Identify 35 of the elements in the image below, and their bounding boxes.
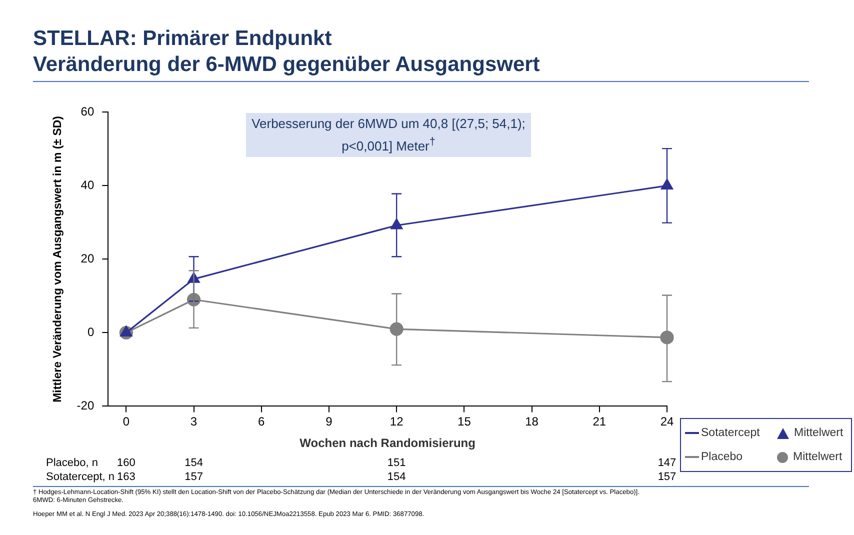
text: 157 xyxy=(656,471,678,483)
point xyxy=(390,322,404,336)
x-tick-label: 9 xyxy=(326,414,333,429)
text: 157 xyxy=(184,471,204,483)
text: 151 xyxy=(386,457,407,469)
y-tick-label: 60 xyxy=(80,104,94,119)
x-tick-label: 21 xyxy=(592,414,606,429)
text: 154 xyxy=(386,471,407,483)
text: Mittelwert xyxy=(793,451,842,463)
chart-title: STELLAR: Primärer Endpunkt xyxy=(33,26,333,52)
legend-label: Sotatercept xyxy=(701,427,761,439)
text: 147 xyxy=(656,457,678,469)
x-tick-label: 24 xyxy=(660,414,674,429)
x-tick-label: 18 xyxy=(525,414,539,429)
text: Mittelwert xyxy=(794,427,844,439)
y-tick-label: 0 xyxy=(87,325,94,340)
x-axis-title: Wochen nach Randomisierung xyxy=(300,436,476,450)
text: Placebo, n xyxy=(46,457,98,469)
x-tick-label: 6 xyxy=(258,414,266,429)
text: Sotatercept, n xyxy=(46,471,114,483)
chart-subtitle: Veränderung der 6-MWD gegenüber Ausgangswert xyxy=(33,52,540,78)
x-tick-label: 3 xyxy=(190,414,198,429)
legend-label: Placebo xyxy=(701,451,744,463)
y-tick-label: 20 xyxy=(80,252,94,266)
text: 154 xyxy=(184,457,204,469)
text: 163 xyxy=(116,471,136,483)
x-tick-label: 12 xyxy=(390,414,404,429)
y-tick-label: 40 xyxy=(80,178,94,192)
y-tick-label: -20 xyxy=(76,398,94,413)
annotation: Verbesserung der 6MWD um 40,8 [(27,5; 54,1); p<0,001] Meter$^{†}$ xyxy=(246,113,531,158)
x-tick-label: 0 xyxy=(122,414,130,429)
text: 160 xyxy=(116,457,136,469)
point xyxy=(660,330,674,344)
x-tick-label: 15 xyxy=(458,414,472,429)
y-axis-title: Mittlere Veränderung vom Ausgangswert in m (± SD) xyxy=(52,116,64,402)
